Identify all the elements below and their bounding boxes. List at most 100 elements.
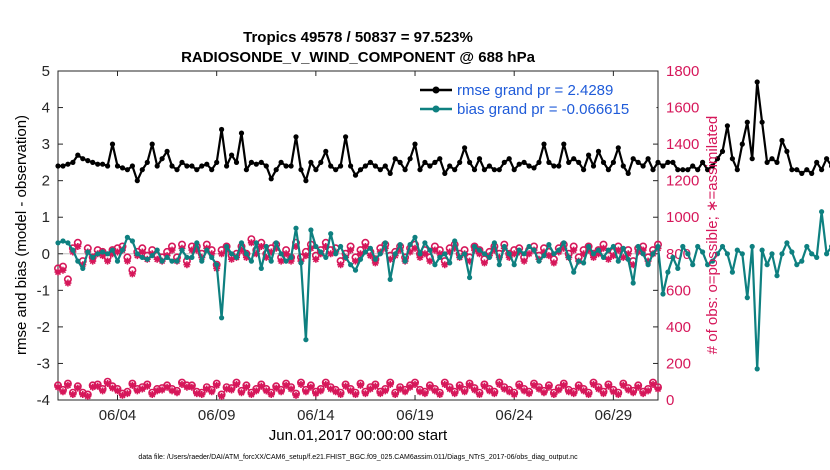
obs-assimilated-marker (565, 388, 573, 396)
bias-point (357, 256, 364, 262)
left-tick-label: -3 (37, 355, 50, 372)
rmse-point (749, 156, 755, 162)
obs-assimilated-marker (590, 380, 598, 388)
bias-point (630, 280, 636, 286)
obs-assimilated-marker (168, 387, 176, 395)
bias-point (407, 242, 413, 248)
right-tick-label: 1600 (666, 100, 699, 117)
rmse-point (690, 163, 696, 169)
rmse-point (650, 167, 656, 173)
obs-assimilated-marker (114, 248, 122, 256)
bias-point (139, 254, 145, 260)
bias-point (90, 254, 96, 260)
right-tick-label: 0 (666, 392, 674, 409)
rmse-point (90, 159, 96, 165)
rmse-point (581, 167, 587, 173)
obs-assimilated-marker (644, 387, 652, 395)
obs-assimilated-marker (411, 244, 419, 252)
bias-point (124, 234, 130, 240)
rmse-point (352, 172, 359, 178)
obs-assimilated-marker (347, 246, 355, 254)
bias-point (219, 315, 225, 321)
obs-assimilated-marker (604, 382, 612, 390)
rmse-point (700, 159, 706, 165)
rmse-point (521, 159, 527, 165)
bias-point (700, 249, 706, 255)
obs-assimilated-marker (560, 381, 568, 389)
obs-assimilated-marker (94, 382, 102, 390)
obs-assimilated-marker (282, 250, 290, 258)
obs-assimilated-marker (242, 383, 250, 391)
obs-assimilated-marker (352, 257, 360, 265)
rmse-point (194, 167, 200, 173)
obs-assimilated-marker (540, 248, 548, 256)
obs-assimilated-marker (277, 388, 285, 396)
obs-assimilated-marker (421, 390, 429, 398)
bias-point (625, 256, 631, 262)
rmse-point (695, 167, 701, 173)
bias-point (610, 243, 617, 250)
obs-assimilated-marker (158, 386, 166, 394)
obs-assimilated-marker (307, 383, 315, 391)
obs-assimilated-marker (54, 383, 62, 391)
obs-assimilated-marker (570, 390, 578, 398)
obs-assimilated-marker (495, 380, 503, 388)
obs-assimilated-marker (629, 389, 637, 397)
rmse-point (556, 163, 562, 169)
obs-assimilated-marker (426, 383, 434, 391)
bias-point (709, 258, 716, 264)
bias-point (457, 254, 463, 260)
obs-assimilated-marker (54, 268, 62, 276)
obs-assimilated-marker (123, 390, 131, 398)
bias-point (109, 247, 116, 253)
obs-assimilated-marker (104, 380, 112, 388)
right-tick-label: 1000 (666, 209, 699, 226)
rmse-point (199, 163, 205, 169)
rmse-point (372, 163, 378, 169)
bias-point (491, 240, 497, 246)
bias-point (581, 260, 587, 266)
obs-assimilated-marker (624, 386, 632, 394)
obs-assimilated-marker (614, 391, 622, 399)
obs-assimilated-marker (396, 246, 404, 254)
bias-point (412, 234, 418, 240)
rmse-point (427, 163, 433, 169)
bias-point (695, 243, 701, 250)
obs-assimilated-marker (89, 383, 97, 391)
bias-point (690, 262, 696, 268)
rmse-point (675, 167, 681, 173)
right-tick-label: 400 (666, 319, 691, 336)
obs-assimilated-marker (550, 259, 558, 267)
rmse-point (739, 141, 745, 147)
bias-point (55, 240, 61, 246)
x-tick-label: 06/29 (595, 407, 633, 424)
chart-title-line2: RADIOSONDE_V_WIND_COMPONENT @ 688 hPa (181, 49, 536, 66)
rmse-point (561, 141, 567, 147)
obs-assimilated-marker (590, 253, 598, 261)
rmse-point (224, 163, 230, 169)
bias-point (253, 240, 259, 246)
rmse-point (754, 79, 760, 85)
rmse-point (824, 156, 830, 162)
obs-assimilated-marker (292, 242, 300, 250)
obs-assimilated-marker (128, 381, 136, 389)
bias-point (561, 240, 567, 246)
rmse-point (595, 148, 602, 154)
obs-assimilated-marker (366, 385, 374, 393)
obs-assimilated-marker (545, 252, 553, 260)
x-tick-label: 06/24 (495, 407, 533, 424)
bias-point (283, 258, 289, 264)
obs-assimilated-marker (530, 381, 538, 389)
bias-point (516, 247, 522, 253)
obs-assimilated-marker (555, 386, 563, 394)
bias-point (595, 247, 602, 253)
bias-point (243, 251, 249, 257)
rmse-point (744, 119, 750, 125)
obs-assimilated-marker (84, 392, 92, 400)
obs-assimilated-marker (510, 250, 518, 258)
obs-assimilated-marker (475, 391, 483, 399)
rmse-point (432, 159, 438, 165)
obs-assimilated-marker (644, 257, 652, 265)
rmse-point (144, 159, 150, 165)
